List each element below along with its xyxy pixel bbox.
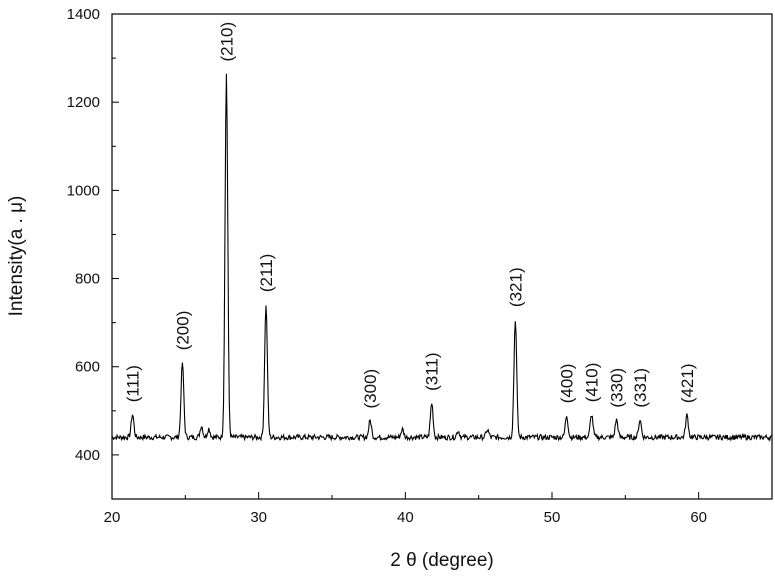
peak-label: (400) [558,364,577,404]
peak-label: (111) [124,365,143,402]
x-tick-label: 20 [104,509,121,526]
plot-frame [112,14,772,499]
peak-label: (311) [423,352,442,390]
x-tick-label: 40 [397,509,414,526]
peak-label: (200) [173,311,192,351]
x-axis-title: 2 θ (degree) [390,550,494,571]
y-tick-label: 1000 [67,182,100,199]
peak-label: (330) [608,368,627,408]
y-tick-label: 1400 [67,6,100,23]
x-tick-label: 60 [690,509,707,526]
peak-label: (421) [678,363,697,403]
y-tick-label: 600 [75,359,100,376]
peak-label: (210) [217,22,236,62]
peak-label: (300) [361,369,380,409]
x-axis: 20 30 40 50 60 [104,492,707,526]
y-tick-label: 400 [75,447,100,464]
y-tick-label: 800 [75,271,100,288]
peak-label: (410) [583,363,602,403]
y-axis: 400 600 800 1000 1200 1400 [67,6,119,464]
x-tick-label: 50 [544,509,561,526]
y-tick-label: 1200 [67,94,100,111]
peak-label: (331) [631,368,650,408]
peak-label: (211) [257,254,276,292]
x-tick-label: 30 [250,509,267,526]
diffraction-pattern-line [112,74,772,440]
peak-labels: (111) (200) (210) (211) (300) (311) (321) (400)… [124,22,697,409]
y-axis-title: Intensity(a . μ) [6,196,27,317]
peak-label: (321) [506,267,525,307]
